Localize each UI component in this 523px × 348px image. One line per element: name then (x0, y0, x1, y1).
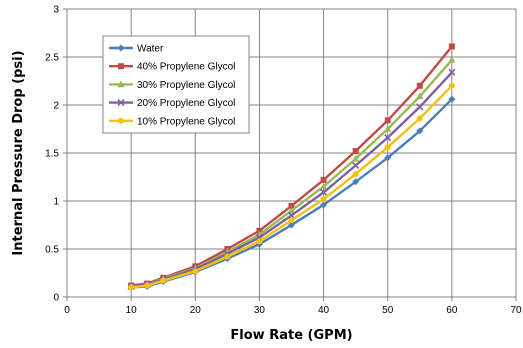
legend-item: 40% Propylene Glycol (109, 62, 235, 73)
series-layer (127, 43, 456, 291)
data-point (352, 161, 360, 170)
data-point (160, 277, 167, 284)
data-point (320, 188, 328, 196)
data-point (287, 211, 296, 219)
x-tick-label: 50 (382, 305, 394, 316)
data-point (352, 171, 359, 178)
data-point (448, 68, 456, 76)
x-tick-label: 40 (318, 305, 330, 316)
data-point (192, 268, 199, 275)
data-point (118, 117, 124, 124)
data-point (352, 148, 359, 155)
legend-label: 10% Propylene Glycol (137, 116, 235, 127)
data-point (416, 92, 424, 100)
data-point (416, 103, 424, 111)
y-tick-label: 0 (53, 293, 59, 304)
legend-label: 40% Propylene Glycol (137, 62, 235, 73)
tick-labels: 0 10 20 30 40 50 60 70 0 0.5 1 1.5 2 2.5 3 (45, 5, 522, 317)
data-point (117, 44, 125, 52)
y-tick-label: 2.5 (45, 53, 59, 64)
data-point (448, 56, 456, 63)
gridlines (66, 8, 517, 298)
data-point (320, 201, 328, 209)
y-tick-label: 1.5 (45, 149, 59, 160)
data-point (256, 238, 263, 245)
legend-item: 30% Propylene Glycol (109, 80, 235, 91)
legend-label: 20% Propylene Glycol (137, 98, 235, 109)
x-tick-label: 10 (126, 305, 138, 316)
data-point (256, 227, 263, 234)
x-tick-label: 70 (510, 305, 522, 316)
x-tick-label: 0 (64, 305, 70, 316)
data-point (384, 125, 392, 132)
data-point (416, 127, 424, 135)
data-point (320, 196, 327, 203)
y-tick-label: 0.5 (45, 245, 59, 256)
data-point (117, 80, 125, 88)
data-point (128, 284, 135, 291)
data-point (384, 134, 392, 142)
series-10-propylene-glycol (128, 82, 455, 291)
data-point (224, 253, 231, 260)
data-point (448, 43, 455, 50)
data-point (288, 217, 295, 224)
legend-item: Water (109, 44, 164, 55)
data-point (384, 144, 391, 151)
x-tick-label: 20 (190, 305, 202, 316)
x-tick-label: 30 (254, 305, 266, 316)
data-point (448, 82, 455, 89)
data-point (352, 178, 360, 186)
legend-item: 20% Propylene Glycol (109, 98, 235, 109)
y-axis-title: Internal Pressure Drop (psi) (11, 50, 26, 255)
data-point (384, 154, 392, 162)
data-point (288, 221, 295, 229)
data-point (117, 99, 125, 107)
y-tick-label: 1 (53, 197, 59, 208)
legend-item: 10% Propylene Glycol (109, 116, 235, 127)
data-point (352, 154, 360, 162)
legend-label: Water (137, 44, 164, 55)
data-point (448, 95, 456, 103)
x-tick-label: 60 (446, 305, 458, 316)
data-point (384, 117, 391, 124)
data-point (144, 282, 151, 289)
legend-label: 30% Propylene Glycol (137, 80, 235, 91)
data-point (287, 206, 296, 214)
legend: Water 40% Propylene Glycol 30% Propylene G… (102, 35, 250, 134)
y-tick-label: 2 (53, 101, 59, 112)
data-point (320, 176, 327, 183)
data-point (319, 182, 328, 190)
y-tick-label: 3 (53, 5, 59, 16)
data-point (288, 202, 295, 209)
data-point (416, 115, 423, 122)
data-point (118, 63, 124, 70)
data-point (416, 82, 423, 89)
x-axis-title: Flow Rate (GPM) (230, 328, 352, 343)
